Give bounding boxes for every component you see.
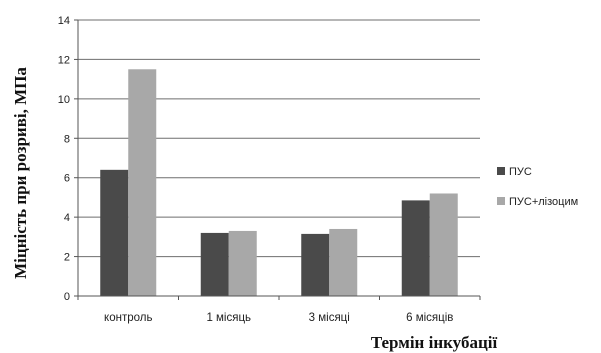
x-axis-label: Термін інкубації [371, 333, 498, 352]
y-tick-label: 2 [64, 252, 70, 264]
bars [100, 69, 458, 297]
x-tick-label: 1 місяць [206, 312, 251, 324]
bar-pus-3 [401, 200, 430, 296]
y-tick-label: 14 [58, 15, 70, 27]
bar-pus-0 [100, 169, 129, 296]
bar-pus-lysozyme-1 [228, 230, 257, 296]
x-tick-labels: контроль 1 місяць 3 місяці 6 місяців [104, 312, 453, 324]
legend-label: ПУС+лізоцим [509, 196, 578, 208]
y-tick-label: 4 [64, 212, 70, 224]
y-tick-label: 8 [64, 133, 70, 145]
y-tick-label: 10 [58, 94, 70, 106]
y-tick-labels: 0 2 4 6 8 10 12 14 [58, 15, 70, 303]
bar-pus-1 [200, 232, 229, 296]
legend-swatch [497, 167, 505, 175]
bar-pus-lysozyme-0 [128, 69, 157, 297]
bar-pus-lysozyme-3 [429, 193, 458, 296]
x-tick-label: 3 місяці [309, 312, 350, 324]
legend-swatch [497, 197, 505, 205]
y-axis-label: Міцність при розриві, МПа [11, 67, 30, 279]
y-tick-label: 12 [58, 54, 70, 66]
y-tick-label: 6 [64, 173, 70, 185]
legend-label: ПУС [509, 166, 532, 178]
bar-pus-2 [301, 233, 330, 296]
axes [74, 19, 481, 300]
bar-pus-lysozyme-2 [329, 228, 358, 296]
x-tick-label: 6 місяців [406, 312, 453, 324]
y-tick-label: 0 [64, 291, 70, 303]
legend: ПУС ПУС+лізоцим [497, 166, 578, 208]
x-tick-label: контроль [104, 312, 152, 324]
